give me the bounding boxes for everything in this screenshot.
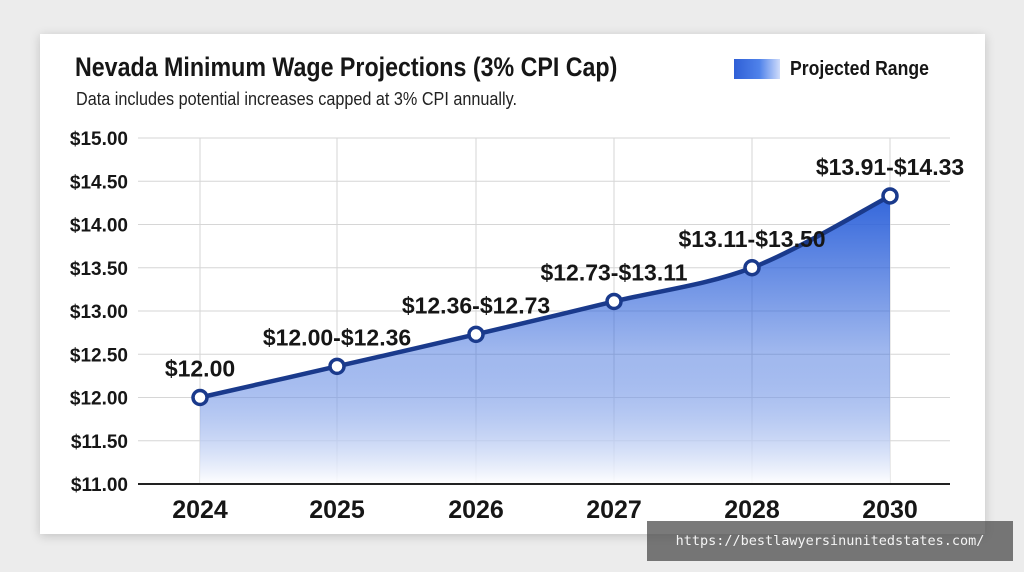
chart-subtitle: Data includes potential increases capped… (76, 89, 517, 109)
data-label: $13.91-$14.33 (816, 154, 964, 180)
data-point (467, 325, 485, 344)
x-tick-label: 2024 (172, 496, 228, 524)
legend-swatch (734, 59, 780, 79)
y-tick-label: $14.00 (70, 216, 128, 237)
data-point (743, 259, 761, 277)
y-tick-label: $14.50 (70, 172, 128, 193)
legend-label: Projected Range (790, 57, 929, 80)
y-tick-label: $11.00 (71, 475, 128, 496)
y-tick-label: $12.50 (70, 345, 128, 366)
x-tick-label: 2027 (586, 496, 642, 524)
chart-legend: Projected Range (734, 56, 948, 82)
y-tick-label: $13.00 (70, 302, 128, 323)
data-label: $12.36-$12.73 (402, 292, 550, 318)
data-label: $12.00 (165, 356, 235, 382)
y-tick-label: $13.50 (70, 259, 128, 280)
data-label: $12.73-$13.11 (540, 259, 687, 285)
y-tick-label: $11.50 (71, 432, 128, 453)
x-tick-label: 2030 (862, 496, 918, 524)
data-point (328, 357, 346, 376)
data-point (605, 292, 623, 311)
data-point (881, 187, 899, 205)
chart-title: Nevada Minimum Wage Projections (3% CPI … (75, 52, 618, 82)
data-point (191, 388, 209, 407)
x-tick-label: 2028 (724, 496, 780, 524)
y-tick-label: $15.00 (70, 129, 128, 150)
series-line (199, 193, 892, 400)
x-tick-label: 2026 (448, 496, 504, 524)
area-fill (200, 195, 890, 484)
y-tick-label: $12.00 (70, 389, 128, 410)
watermark-url: https://bestlawyersinunitedstates.com/ (647, 521, 1013, 561)
data-label: $13.11-$13.50 (678, 226, 825, 252)
data-label: $12.00-$12.36 (263, 324, 411, 350)
x-tick-label: 2025 (309, 496, 365, 524)
